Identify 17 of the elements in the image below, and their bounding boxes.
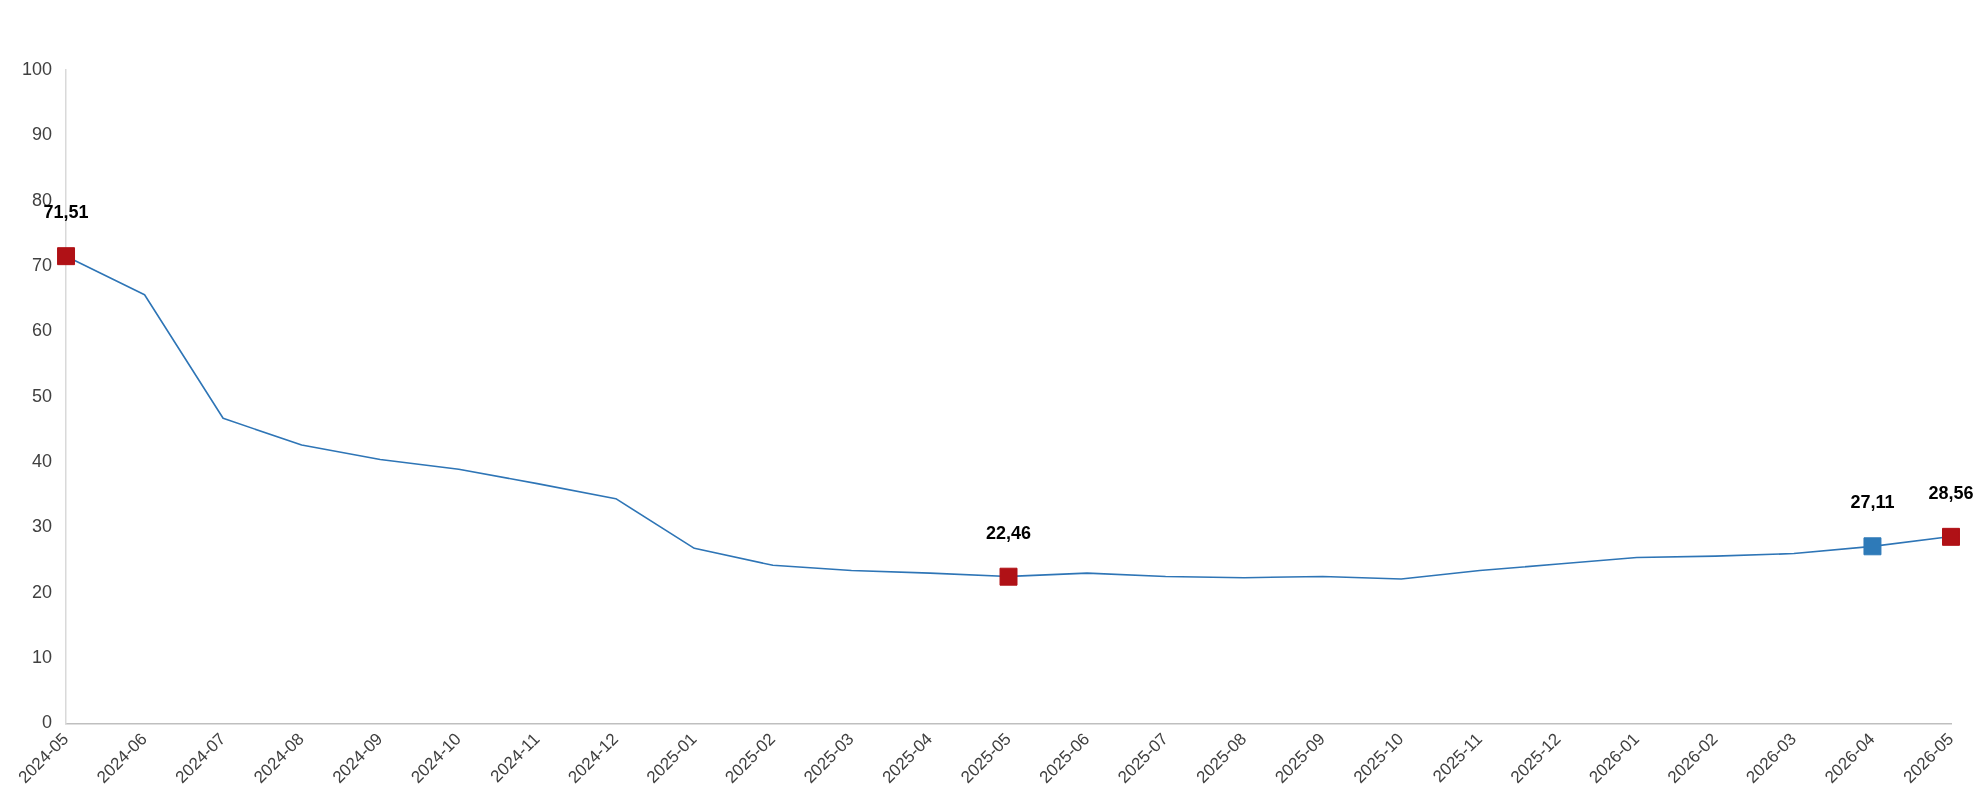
point	[1863, 537, 1882, 556]
y-tick-label: 70	[32, 255, 53, 276]
data-label: 28,56	[1928, 482, 1974, 503]
y-tick-label: 20	[32, 581, 53, 602]
y-tick-label: 0	[42, 712, 53, 733]
y-tick-label: 100	[21, 58, 53, 79]
point	[57, 247, 76, 266]
y-tick-label: 30	[32, 516, 53, 537]
y-tick-label: 10	[32, 647, 53, 668]
point	[999, 567, 1018, 586]
y-tick-label: 50	[32, 385, 53, 406]
y-tick-label: 90	[32, 124, 53, 145]
y-tick-label: 60	[32, 320, 53, 341]
data-label: 27,11	[1850, 492, 1895, 513]
y-tick-label: 40	[32, 451, 53, 472]
point	[1942, 527, 1960, 546]
data-label: 22,46	[985, 522, 1032, 543]
